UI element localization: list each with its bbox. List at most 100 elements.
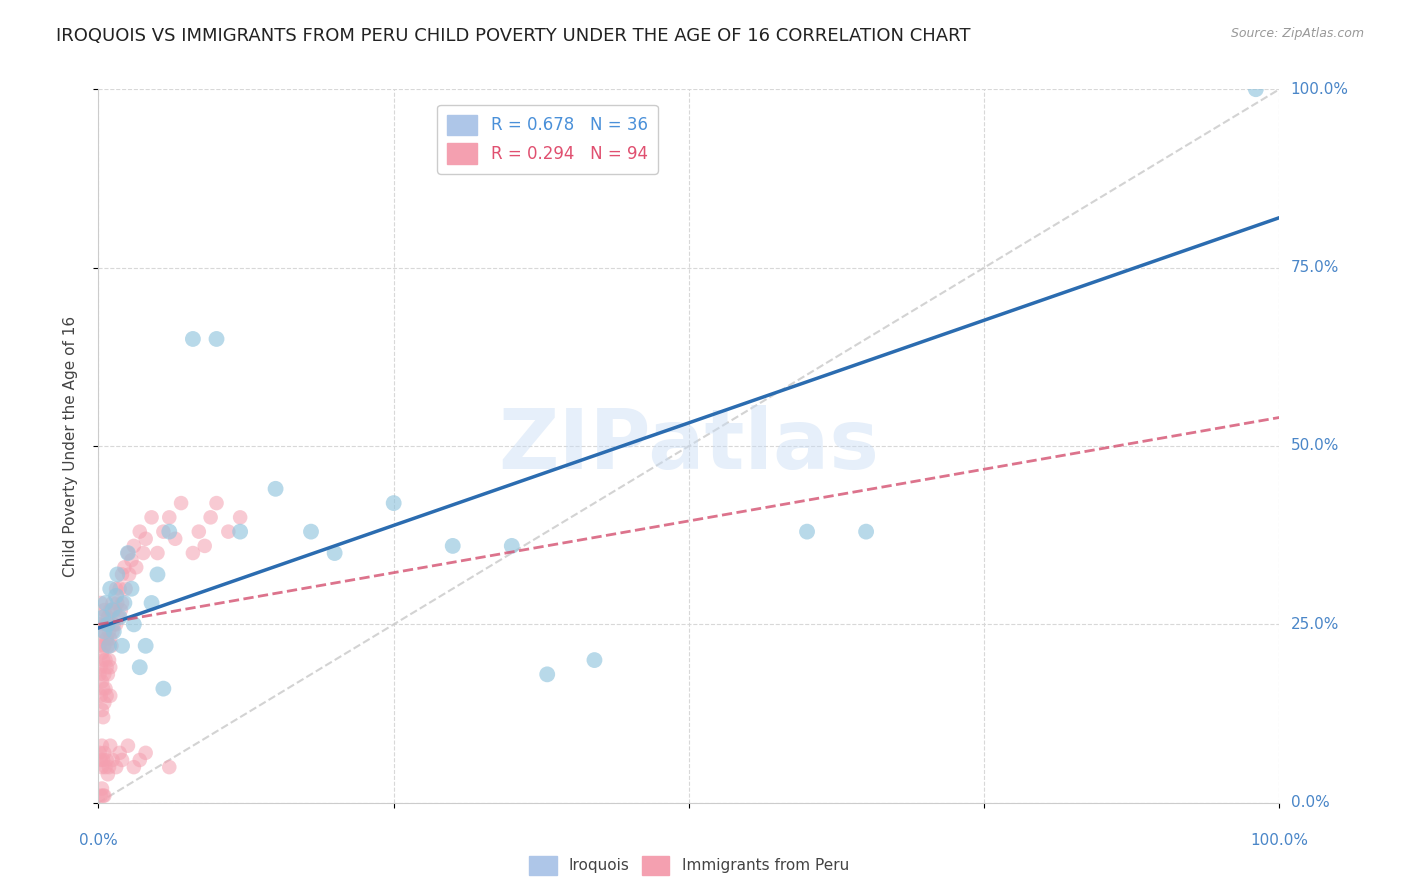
- Point: [98, 653, 121, 667]
- Point: [105, 589, 128, 603]
- Point: [114, 582, 136, 596]
- Point: [91, 789, 114, 803]
- Point: [90, 660, 112, 674]
- Point: [181, 546, 204, 560]
- Point: [146, 567, 169, 582]
- Point: [205, 332, 228, 346]
- Point: [90, 789, 112, 803]
- Point: [205, 496, 228, 510]
- Point: [98, 632, 121, 646]
- Point: [170, 496, 193, 510]
- Point: [105, 760, 128, 774]
- Point: [111, 753, 134, 767]
- Point: [108, 582, 131, 596]
- Point: [91, 610, 114, 624]
- Point: [117, 546, 139, 560]
- Point: [128, 753, 150, 767]
- Point: [93, 746, 115, 760]
- Text: IROQUOIS VS IMMIGRANTS FROM PERU CHILD POVERTY UNDER THE AGE OF 16 CORRELATION C: IROQUOIS VS IMMIGRANTS FROM PERU CHILD P…: [56, 27, 970, 45]
- Point: [91, 674, 114, 689]
- Point: [103, 617, 125, 632]
- Text: ZIPatlas: ZIPatlas: [499, 406, 879, 486]
- Point: [121, 553, 143, 567]
- Point: [146, 546, 169, 560]
- Point: [100, 639, 122, 653]
- Point: [111, 567, 134, 582]
- Point: [157, 510, 180, 524]
- Legend: Iroquois, Immigrants from Peru: Iroquois, Immigrants from Peru: [523, 850, 855, 880]
- Point: [382, 496, 405, 510]
- Point: [93, 624, 115, 639]
- Point: [128, 660, 150, 674]
- Point: [264, 482, 287, 496]
- Point: [93, 696, 115, 710]
- Point: [122, 760, 145, 774]
- Point: [93, 639, 115, 653]
- Point: [135, 532, 157, 546]
- Text: 75.0%: 75.0%: [1291, 260, 1339, 275]
- Text: 100.0%: 100.0%: [1291, 82, 1348, 96]
- Point: [105, 567, 128, 582]
- Point: [91, 710, 114, 724]
- Text: 0.0%: 0.0%: [79, 833, 118, 848]
- Point: [89, 746, 111, 760]
- Point: [93, 789, 115, 803]
- Point: [101, 596, 124, 610]
- Point: [194, 539, 217, 553]
- Point: [122, 617, 145, 632]
- Text: 0.0%: 0.0%: [1291, 796, 1329, 810]
- Point: [157, 524, 180, 539]
- Point: [583, 653, 606, 667]
- Point: [101, 753, 124, 767]
- Point: [90, 632, 112, 646]
- Point: [105, 617, 128, 632]
- Point: [91, 646, 114, 660]
- Text: 25.0%: 25.0%: [1291, 617, 1339, 632]
- Point: [1244, 82, 1267, 96]
- Point: [135, 746, 157, 760]
- Point: [118, 567, 141, 582]
- Point: [229, 524, 252, 539]
- Point: [112, 560, 135, 574]
- Point: [93, 603, 115, 617]
- Point: [112, 596, 135, 610]
- Point: [181, 332, 204, 346]
- Point: [200, 510, 222, 524]
- Point: [91, 610, 114, 624]
- Point: [91, 653, 114, 667]
- Text: Source: ZipAtlas.com: Source: ZipAtlas.com: [1230, 27, 1364, 40]
- Point: [91, 739, 114, 753]
- Point: [94, 681, 117, 696]
- Point: [141, 596, 163, 610]
- Point: [536, 667, 558, 681]
- Text: 50.0%: 50.0%: [1291, 439, 1339, 453]
- Point: [229, 510, 252, 524]
- Point: [117, 739, 139, 753]
- Point: [141, 510, 163, 524]
- Point: [89, 667, 111, 681]
- Point: [90, 596, 112, 610]
- Point: [91, 760, 114, 774]
- Point: [111, 639, 134, 653]
- Point: [107, 610, 129, 624]
- Point: [90, 689, 112, 703]
- Y-axis label: Child Poverty Under the Age of 16: Child Poverty Under the Age of 16: [63, 316, 77, 576]
- Point: [91, 681, 114, 696]
- Point: [105, 582, 128, 596]
- Point: [108, 746, 131, 760]
- Point: [98, 582, 121, 596]
- Point: [96, 753, 118, 767]
- Point: [157, 760, 180, 774]
- Point: [98, 739, 121, 753]
- Point: [97, 767, 120, 781]
- Point: [98, 639, 121, 653]
- Point: [97, 667, 120, 681]
- Point: [165, 532, 187, 546]
- Point: [101, 624, 124, 639]
- Point: [796, 524, 818, 539]
- Point: [152, 524, 174, 539]
- Point: [89, 617, 111, 632]
- Point: [152, 681, 174, 696]
- Point: [97, 610, 120, 624]
- Point: [94, 653, 117, 667]
